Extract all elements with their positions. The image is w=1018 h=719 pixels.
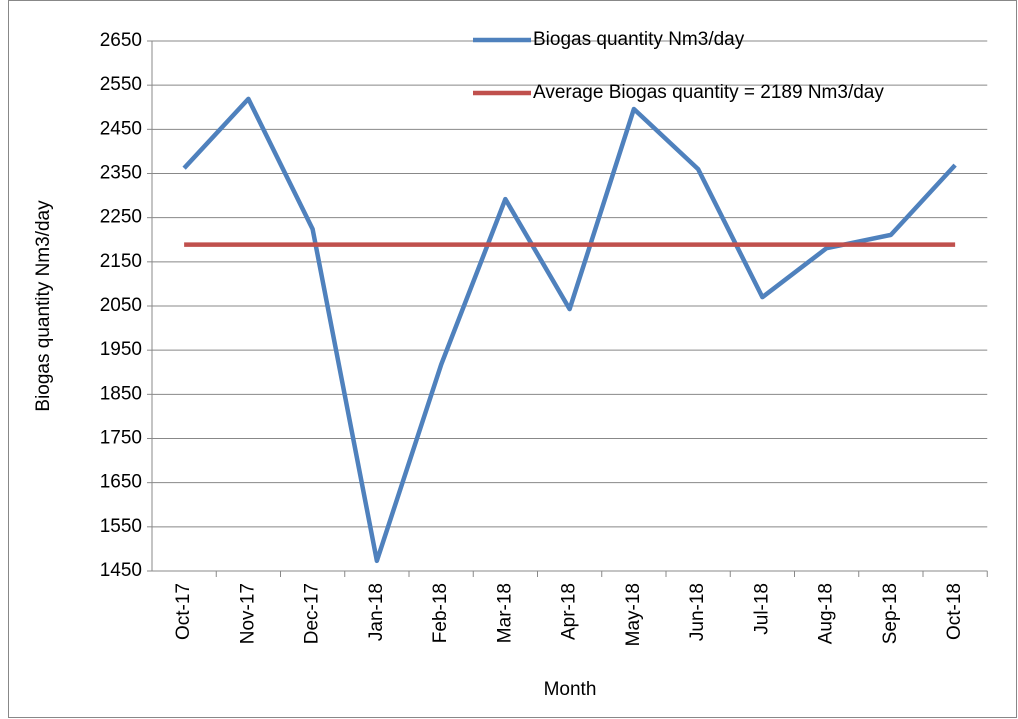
data-line (182, 96, 957, 564)
x-tick-label: Jun-18 (687, 583, 708, 641)
y-tick-label: 2650 (100, 30, 142, 51)
y-tick-label: 2050 (100, 295, 142, 316)
y-tick-label: 2450 (100, 118, 142, 139)
x-tick-label: Nov-17 (237, 583, 258, 644)
x-tick-label: May-18 (623, 583, 644, 646)
y-tick-label: 2550 (100, 74, 142, 95)
y-tick-label: 2150 (100, 251, 142, 272)
x-tick-label: Mar-18 (494, 583, 515, 643)
x-tick-label: Oct-17 (173, 583, 194, 640)
legend-label: Biogas quantity Nm3/day (533, 29, 745, 50)
x-tick-label: Dec-17 (302, 583, 323, 644)
x-axis-label: Month (544, 679, 597, 700)
chart-frame (8, 0, 1017, 718)
x-tick-label: Sep-18 (880, 583, 901, 644)
x-tick-label: Feb-18 (430, 583, 451, 643)
y-tick-label: 2250 (100, 207, 142, 228)
y-tick-label: 1450 (100, 560, 142, 581)
y-tick-label: 1750 (100, 428, 142, 449)
y-tick-label: 1550 (100, 516, 142, 537)
x-tick-label: Jul-18 (751, 583, 772, 635)
y-axis-label: Biogas quantity Nm3/day (33, 200, 54, 412)
y-tick-label: 2350 (100, 163, 142, 184)
x-tick-label: Aug-18 (816, 583, 837, 644)
legend-label: Average Biogas quantity = 2189 Nm3/day (533, 82, 884, 103)
y-tick-label: 1850 (100, 383, 142, 404)
x-tick-label: Jan-18 (366, 583, 387, 641)
x-tick-label: Oct-18 (944, 583, 965, 640)
x-tick-label: Apr-18 (559, 583, 580, 640)
y-tick-label: 1950 (100, 339, 142, 360)
y-tick-label: 1650 (100, 472, 142, 493)
